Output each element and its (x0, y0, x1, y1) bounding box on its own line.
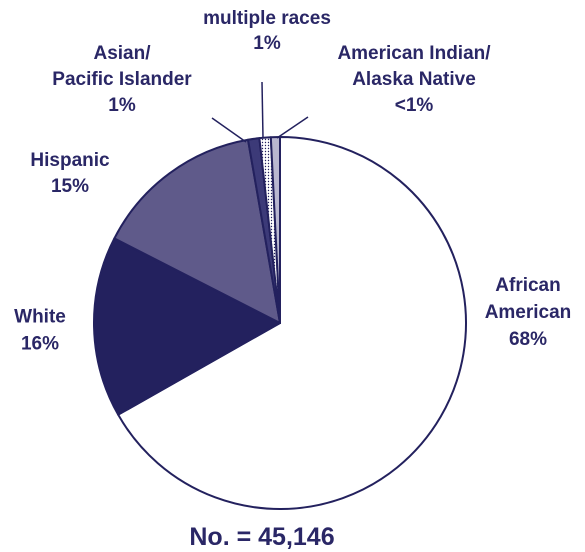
pie-slice-white (93, 237, 281, 416)
slice-percent-label: 1% (253, 33, 281, 54)
slice-name-label: multiple races (203, 8, 331, 29)
leader-line-unknown-multiple-races (261, 81, 264, 139)
leader-lines (211, 81, 309, 143)
slice-name-label: American Indian/ (337, 43, 491, 64)
slice-labels: African American 68% White 16% Hispanic 15% Asi… (14, 0, 571, 355)
slice-percent-label: <1% (395, 95, 434, 116)
slice-name-label: Asian/ (93, 43, 151, 64)
pie-slice-hispanic (113, 138, 281, 324)
pie-slice-american-indian-alaska-native (269, 136, 281, 324)
slice-label-white: White 16% (14, 307, 66, 355)
slice-name-label: White (14, 307, 66, 328)
slice-label-american-indian-alaska-native: American Indian/Alaska Native <1% (337, 43, 491, 116)
slice-label-african-american: African American 68% (485, 275, 572, 350)
slice-percent-label: 16% (21, 334, 59, 355)
slice-label-hispanic: Hispanic 15% (30, 150, 110, 197)
slice-name-label: African (495, 275, 560, 296)
slice-name-label: Unknown/ (222, 0, 313, 4)
pie-slice-african-american (117, 136, 467, 510)
slice-name-label: Hispanic (30, 150, 110, 171)
total-count-label: No. = 45,146 (189, 523, 334, 551)
slice-percent-label: 68% (509, 329, 547, 350)
slice-label-unknown-multiple-races: Unknown/multiple races 1% (203, 0, 331, 54)
slice-name-label: Pacific Islander (52, 69, 192, 90)
slice-percent-label: 15% (51, 176, 89, 197)
slice-name-label: American (485, 302, 572, 323)
slice-label-asian-pacific-islander: Asian/Pacific Islander 1% (52, 43, 192, 116)
pie-slices (93, 136, 467, 510)
slice-percent-label: 1% (108, 95, 136, 116)
leader-line-american-indian-alaska-native (276, 116, 309, 139)
leader-line-asian-pacific-islander (211, 117, 247, 143)
slice-name-label: Alaska Native (352, 69, 476, 90)
